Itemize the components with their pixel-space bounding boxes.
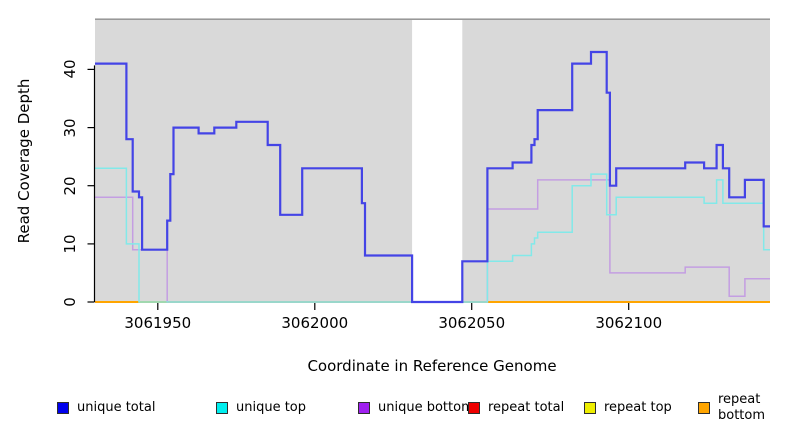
y-axis-tick-label: 0 [61, 297, 79, 307]
series-unique-total-line [95, 50, 770, 304]
legend-label: repeat bottom [718, 392, 766, 423]
series-unique-top-line [95, 167, 770, 303]
legend-swatch-icon [584, 402, 596, 414]
legend-item: unique top [216, 400, 306, 416]
legend-swatch-icon [358, 402, 370, 414]
y-axis-tick-label: 40 [61, 59, 79, 79]
legend-label: unique top [236, 400, 307, 415]
y-axis-tick-label: 30 [61, 118, 79, 138]
x-axis-title: Coordinate in Reference Genome [307, 357, 557, 375]
legend-swatch-icon [468, 402, 480, 414]
legend-item: repeat total [468, 400, 564, 416]
legend-item: unique total [57, 400, 155, 416]
x-axis-tick-label: 3061950 [124, 314, 192, 332]
legend-swatch-icon [57, 402, 69, 414]
legend-label: unique total [77, 400, 156, 415]
x-axis-tick-label: 3062100 [595, 314, 663, 332]
x-axis-tick-label: 3062050 [438, 314, 506, 332]
no-data-gap [412, 20, 463, 303]
legend-swatch-icon [216, 402, 228, 414]
legend-item: repeat bottom [698, 392, 792, 423]
y-axis-tick-label: 10 [61, 234, 79, 254]
legend-label: repeat top [604, 400, 672, 415]
y-axis-tick-label: 20 [61, 176, 79, 196]
legend-swatch-icon [698, 402, 710, 414]
y-axis-title: Read Coverage Depth [15, 78, 33, 244]
legend-label: unique bottom [378, 400, 474, 415]
x-axis-tick-label: 3062000 [281, 314, 349, 332]
legend-label: repeat total [488, 400, 565, 415]
legend-item: unique bottom [358, 400, 474, 416]
legend-item: repeat top [584, 400, 672, 416]
